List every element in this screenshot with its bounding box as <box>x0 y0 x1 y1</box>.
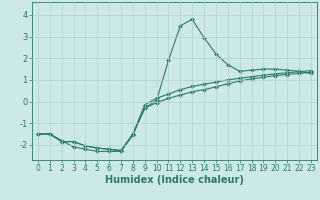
X-axis label: Humidex (Indice chaleur): Humidex (Indice chaleur) <box>105 175 244 185</box>
